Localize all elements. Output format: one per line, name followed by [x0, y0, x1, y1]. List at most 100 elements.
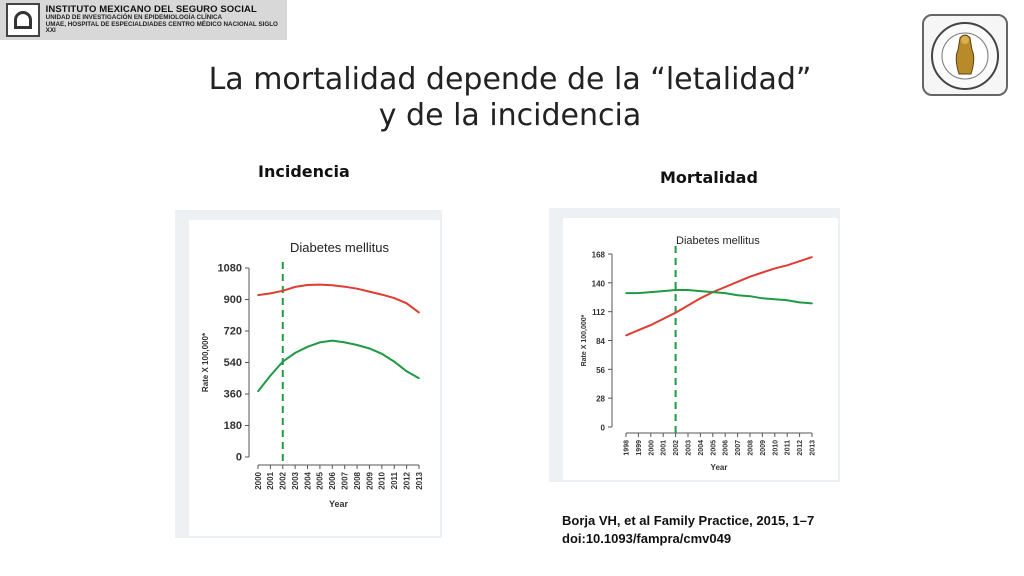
data-point: [774, 267, 776, 270]
x-tick-label: 2011: [390, 471, 399, 489]
data-point: [356, 287, 358, 290]
x-tick-label: 2003: [291, 471, 300, 489]
data-point: [674, 289, 677, 291]
data-point: [405, 370, 408, 373]
x-axis-title: Year: [711, 463, 728, 472]
data-point: [736, 294, 739, 296]
x-tick-label: 2001: [266, 471, 275, 489]
data-point: [674, 311, 677, 314]
citation-line-1: Borja VH, et al Family Practice, 2015, 1…: [562, 513, 815, 528]
data-point: [368, 347, 371, 350]
y-tick-label: 112: [592, 308, 605, 317]
data-point: [662, 318, 664, 320]
academia-seal-icon: [931, 22, 999, 90]
x-tick-label: 2013: [809, 440, 816, 456]
academia-seal-logo: [922, 14, 1008, 96]
data-point: [637, 329, 640, 332]
data-point: [736, 281, 739, 283]
data-point: [418, 311, 420, 314]
data-point: [798, 301, 801, 304]
x-tick-label: 2005: [316, 471, 325, 489]
institution-name: INSTITUTO MEXICANO DEL SEGURO SOCIAL: [45, 4, 257, 16]
data-point: [761, 271, 764, 274]
citation: Borja VH, et al Family Practice, 2015, 1…: [562, 512, 814, 548]
data-point: [625, 292, 627, 294]
imss-header-logo: INSTITUTO MEXICANO DEL SEGURO SOCIAL UNI…: [0, 0, 287, 40]
y-tick-label: 84: [596, 337, 605, 346]
x-tick-label: 2012: [797, 440, 804, 456]
data-point: [331, 284, 334, 286]
data-point: [356, 344, 358, 346]
chart-panel-bg: [189, 220, 440, 536]
data-point: [306, 284, 309, 286]
x-tick-label: 2011: [785, 440, 792, 455]
data-point: [786, 264, 788, 267]
data-point: [749, 295, 751, 298]
x-tick-label: 2001: [661, 440, 668, 456]
x-tick-label: 2000: [648, 440, 655, 456]
mortality-label: Mortalidad: [660, 168, 758, 187]
data-point: [650, 324, 652, 326]
x-tick-label: 1998: [623, 440, 630, 456]
y-tick-label: 180: [224, 420, 242, 432]
data-point: [786, 299, 788, 302]
x-tick-label: 2000: [254, 471, 263, 489]
data-point: [687, 289, 689, 291]
series-line-red: [625, 256, 813, 337]
x-tick-label: 2007: [735, 440, 742, 456]
data-point: [257, 390, 259, 393]
data-point: [625, 334, 627, 337]
x-tick-label: 2010: [378, 471, 387, 489]
y-axis-title: Rate X 100,000*: [201, 332, 210, 392]
x-tick-label: 2008: [353, 471, 362, 489]
y-axis-title: Rate X 100,000*: [581, 314, 588, 366]
data-point: [712, 291, 714, 293]
x-tick-label: 2003: [685, 440, 692, 456]
data-point: [687, 304, 689, 307]
data-point: [269, 374, 272, 377]
y-tick-label: 360: [224, 389, 242, 401]
series-line-green: [257, 339, 420, 393]
series-line-green: [626, 289, 813, 305]
data-point: [381, 293, 383, 296]
data-point: [811, 302, 813, 305]
y-tick-label: 168: [592, 251, 606, 260]
data-point: [637, 292, 640, 294]
chart-title: Diabetes mellitus: [676, 235, 760, 247]
data-point: [662, 290, 664, 292]
y-tick-label: 540: [224, 357, 242, 369]
x-tick-label: 2002: [279, 471, 288, 489]
data-point: [294, 286, 296, 288]
data-point: [393, 297, 396, 299]
x-axis-title: Year: [329, 499, 349, 509]
imss-emblem-icon: [6, 3, 40, 37]
data-point: [761, 297, 764, 300]
x-tick-label: 2012: [402, 471, 411, 489]
x-tick-label: 2006: [723, 440, 730, 456]
y-tick-label: 900: [224, 294, 242, 306]
data-point: [699, 290, 702, 292]
x-tick-label: 2004: [698, 440, 705, 456]
data-point: [281, 289, 284, 292]
x-tick-label: 2013: [415, 471, 424, 489]
data-point: [331, 339, 334, 342]
y-tick-label: 140: [592, 279, 606, 288]
data-point: [699, 297, 702, 300]
data-point: [269, 292, 272, 295]
y-tick-label: 0: [236, 452, 242, 464]
data-point: [418, 377, 420, 380]
x-tick-label: 1999: [636, 440, 643, 456]
data-point: [724, 292, 726, 294]
title-line-1: La mortalidad depende de la “letalidad”: [208, 62, 812, 97]
x-tick-label: 2009: [365, 471, 374, 489]
citation-line-2: doi:10.1093/fampra/cmv049: [562, 531, 732, 546]
data-point: [650, 291, 652, 293]
x-tick-label: 2009: [760, 440, 767, 456]
institution-umae: UMAE, HOSPITAL DE ESPECIALDIADES CENTRO …: [45, 20, 278, 35]
y-tick-label: 0: [601, 424, 606, 433]
data-point: [343, 285, 346, 288]
data-point: [724, 286, 726, 288]
data-point: [319, 341, 321, 344]
x-tick-label: 2007: [340, 471, 349, 489]
data-point: [306, 345, 309, 348]
